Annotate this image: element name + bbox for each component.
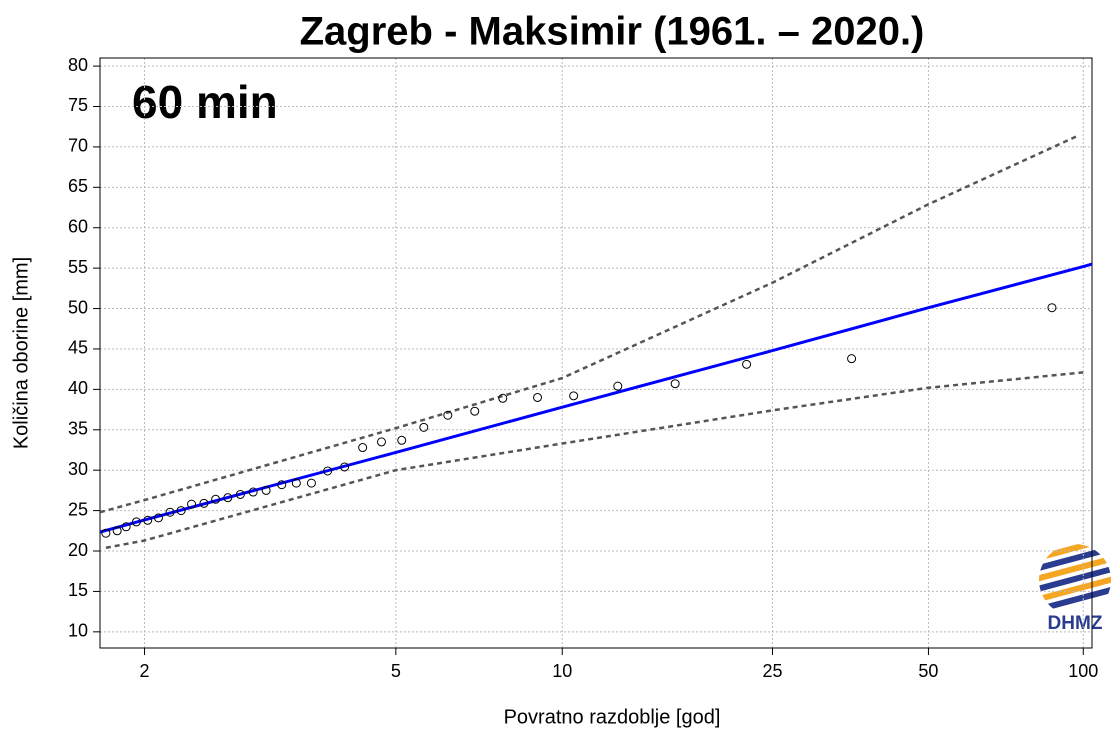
data-point — [291, 478, 301, 488]
data-point — [742, 359, 752, 369]
data-point — [397, 435, 407, 445]
x-tick-label: 100 — [1068, 661, 1098, 681]
data-point — [443, 410, 453, 420]
y-tick-label: 50 — [68, 297, 88, 317]
data-point — [419, 422, 429, 432]
data-point — [847, 354, 857, 364]
data-point — [101, 528, 111, 538]
grid — [100, 58, 1092, 648]
y-tick-label: 35 — [68, 419, 88, 439]
data-point — [143, 515, 153, 525]
data-point — [323, 466, 333, 476]
x-tick-label: 2 — [140, 661, 150, 681]
series-line — [100, 262, 1092, 534]
y-tick-label: 40 — [68, 378, 88, 398]
data-point — [187, 499, 197, 509]
logo-text: DHMZ — [1048, 613, 1103, 634]
data-point — [358, 443, 368, 453]
data-point — [613, 381, 623, 391]
y-axis-label: Količina oborine [mm] — [10, 257, 32, 449]
data-point — [470, 406, 480, 416]
y-tick-label: 30 — [68, 459, 88, 479]
logo — [1039, 544, 1111, 612]
data-point — [223, 493, 233, 503]
y-tick-label: 20 — [68, 540, 88, 560]
y-tick-label: 15 — [68, 580, 88, 600]
y-tick-label: 45 — [68, 338, 88, 358]
data-point — [277, 480, 287, 490]
data-point — [498, 393, 508, 403]
data-point — [1047, 303, 1057, 313]
series-line — [105, 371, 1084, 550]
annotation: 60 min — [132, 76, 278, 128]
series-line — [100, 135, 1077, 514]
data-point — [176, 506, 186, 516]
data-point — [261, 485, 271, 495]
chart-title: Zagreb - Maksimir (1961. – 2020.) — [300, 10, 925, 54]
data-point — [211, 494, 221, 504]
plot-frame — [99, 57, 1093, 649]
x-tick-label: 50 — [918, 661, 938, 681]
y-tick-label: 65 — [68, 176, 88, 196]
x-tick-label: 25 — [762, 661, 782, 681]
data-point — [121, 522, 131, 532]
x-axis-label: Povratno razdoblje [god] — [504, 706, 721, 728]
data-point — [112, 526, 122, 536]
data-point — [199, 498, 209, 508]
y-tick-label: 55 — [68, 257, 88, 277]
y-tick-label: 70 — [68, 136, 88, 156]
data-point — [153, 513, 163, 523]
data-point — [670, 379, 680, 389]
data-point — [340, 462, 350, 472]
data-point — [306, 478, 316, 488]
data-point — [533, 392, 543, 402]
x-tick-label: 10 — [552, 661, 572, 681]
data-point — [235, 489, 245, 499]
data-point — [376, 437, 386, 447]
data-point — [569, 391, 579, 401]
data-point — [131, 517, 141, 527]
y-tick-label: 10 — [68, 621, 88, 641]
data-point — [248, 487, 258, 497]
y-tick-label: 75 — [68, 95, 88, 115]
plot-area — [100, 135, 1092, 550]
x-tick-label: 5 — [391, 661, 401, 681]
y-tick-label: 25 — [68, 499, 88, 519]
data-point — [165, 507, 175, 517]
y-tick-label: 60 — [68, 216, 88, 236]
y-tick-label: 80 — [68, 55, 88, 75]
